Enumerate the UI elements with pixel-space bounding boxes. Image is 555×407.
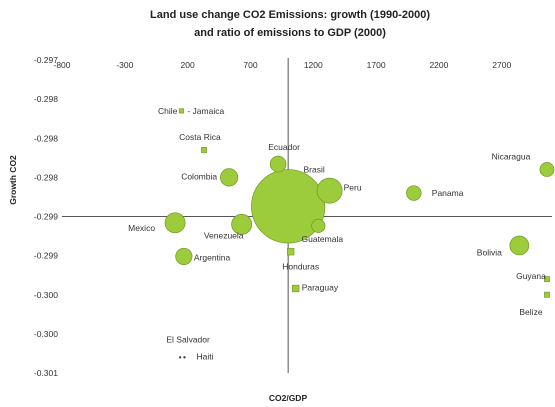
bubble-ecuador (269, 155, 287, 173)
point-label-nicaragua: Nicaragua (492, 152, 531, 162)
bubble-colombia (220, 168, 239, 187)
y-axis-ticks: -0.297 -0.298 -0.298 -0.298 -0.299 -0.299 -0.3… (34, 55, 58, 378)
point-label-venezuela: Venezuela (204, 230, 244, 240)
x-tick-label: 2700 (492, 60, 511, 70)
bubbles (164, 108, 555, 359)
point-label-argentina: Argentina (194, 252, 231, 262)
x-tick-label: 1700 (367, 60, 386, 70)
bubble-bolivia (509, 235, 530, 256)
bubble-argentina (175, 247, 193, 265)
bubble-guatemala (311, 218, 326, 233)
bubble-panama (406, 185, 422, 201)
bubble-haiti (183, 356, 186, 359)
bubble-nicaragua (539, 162, 555, 177)
point-label-belize: Belize (519, 307, 542, 317)
bubble-costa-rica (201, 147, 207, 153)
point-label-panama: Panama (432, 188, 464, 198)
y-tick-label: -0.299 (34, 251, 58, 261)
point-label-bolivia: Bolivia (477, 247, 502, 257)
x-tick-label: 1200 (304, 60, 323, 70)
point-label-guatemala: Guatemala (302, 234, 344, 244)
bubble-peru (316, 177, 343, 204)
chart-subtitle: and ratio of emissions to GDP (2000) (194, 27, 386, 39)
x-axis-title: CO2/GDP (269, 393, 308, 403)
x-tick-label: 700 (243, 60, 257, 70)
y-tick-label: -0.301 (34, 368, 58, 378)
point-label-paraguay: Paraguay (302, 282, 339, 292)
x-tick-label: 200 (181, 60, 195, 70)
point-label-colombia: Colombia (181, 171, 217, 181)
point-label-ecuador: Ecuador (268, 142, 300, 152)
y-tick-label: -0.298 (34, 172, 58, 182)
bubble-venezuela (231, 213, 253, 235)
bubble-belize (544, 291, 550, 298)
bubble-jamaica (178, 108, 184, 114)
bubble-guyana (544, 276, 550, 282)
point-label-haiti: Haiti (197, 351, 214, 361)
y-tick-label: -0.300 (34, 290, 58, 300)
y-tick-label: -0.299 (34, 212, 58, 222)
bubble-brasil (251, 169, 326, 244)
chart-title: Land use change CO2 Emissions: growth (1… (150, 9, 430, 21)
point-label-peru: Peru (344, 183, 362, 193)
point-label-brasil: Brasil (304, 164, 325, 174)
bubble-honduras (287, 248, 295, 256)
y-tick-label: -0.300 (34, 329, 58, 339)
y-axis-title: Growth CO2 (8, 155, 18, 205)
y-tick-label: -0.298 (34, 94, 58, 104)
point-label-chile: Chile (158, 106, 178, 116)
point-label-costa-rica: Costa Rica (179, 132, 221, 142)
point-label-jamaica: - Jamaica (187, 106, 224, 116)
point-label-guyana: Guyana (516, 271, 546, 281)
x-tick-label: -800 (53, 60, 70, 70)
y-tick-label: -0.297 (34, 55, 58, 65)
x-tick-label: -300 (116, 60, 133, 70)
point-label-el-salvador: El Salvador (166, 334, 210, 344)
point-labels: Chile - Jamaica Costa Rica Colombia Ecuador B… (128, 106, 546, 361)
bubble-paraguay (292, 284, 300, 293)
y-tick-label: -0.298 (34, 133, 58, 143)
bubble-el-salvador (178, 356, 182, 359)
bubble-mexico (164, 212, 186, 234)
x-axis-ticks: -800 -300 200 700 1200 1700 2200 2700 (53, 60, 511, 70)
x-tick-label: 2200 (429, 60, 448, 70)
point-label-mexico: Mexico (128, 223, 155, 233)
point-label-honduras: Honduras (282, 262, 319, 272)
